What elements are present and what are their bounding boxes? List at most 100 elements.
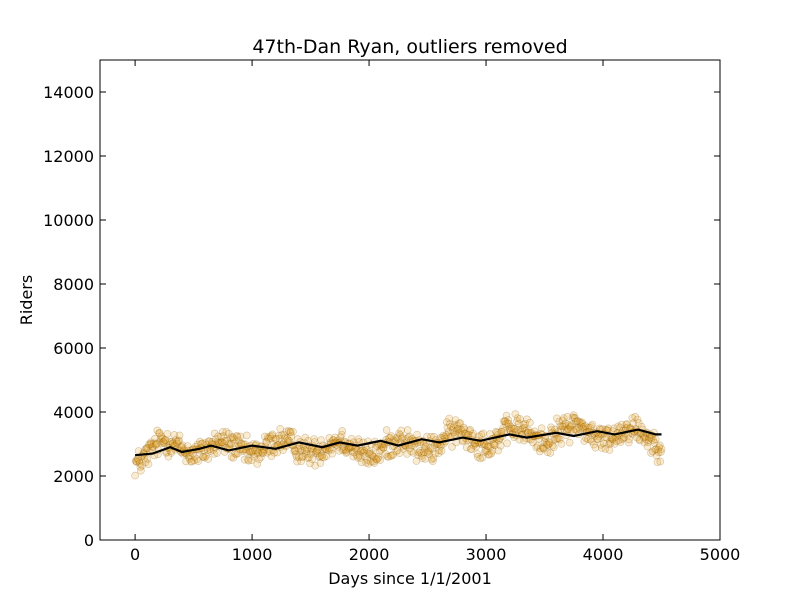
data-point [221, 436, 229, 445]
data-point [214, 439, 223, 447]
data-point [612, 437, 621, 446]
data-point [250, 452, 259, 461]
data-point [320, 453, 328, 462]
data-point [335, 446, 344, 455]
data-point [387, 432, 396, 440]
data-point [572, 417, 580, 426]
data-point [262, 437, 270, 446]
data-point [417, 449, 425, 457]
data-point [414, 451, 423, 459]
data-point [227, 453, 236, 461]
data-point [217, 432, 225, 441]
data-point [255, 455, 263, 464]
data-point [164, 452, 173, 461]
data-point [303, 454, 312, 462]
data-point [516, 426, 525, 434]
data-point [299, 452, 307, 461]
data-point [361, 452, 369, 461]
data-point [267, 452, 276, 461]
data-point [229, 433, 237, 442]
data-point [579, 424, 587, 433]
data-point [448, 443, 456, 451]
data-point [543, 448, 552, 457]
data-point [248, 446, 257, 455]
data-point [452, 426, 461, 435]
data-point [657, 448, 665, 456]
y-tick-label: 14000 [43, 83, 94, 102]
data-point [210, 449, 218, 458]
data-point [309, 447, 317, 456]
y-tick-label: 10000 [43, 211, 94, 230]
data-point [131, 471, 139, 480]
data-point [379, 443, 387, 452]
data-point [286, 428, 294, 436]
data-point [526, 418, 534, 427]
data-point [316, 459, 325, 467]
data-point [205, 437, 213, 446]
data-point [268, 431, 276, 440]
data-point [579, 423, 588, 431]
data-point [442, 418, 451, 426]
data-point [144, 444, 152, 452]
data-point [485, 442, 493, 451]
data-point [193, 440, 202, 449]
data-point [377, 445, 386, 454]
data-point [427, 455, 436, 464]
data-point [445, 420, 454, 428]
data-point [499, 424, 507, 432]
data-point [489, 440, 498, 449]
x-tick-label: 5000 [700, 545, 741, 564]
data-point [473, 450, 482, 458]
data-point [517, 428, 525, 436]
data-point [222, 427, 231, 436]
data-point [647, 434, 656, 443]
data-point [570, 413, 579, 422]
data-point [395, 449, 404, 458]
data-point [616, 423, 624, 432]
data-point [524, 426, 533, 435]
data-point [236, 432, 245, 441]
x-tick-label: 4000 [583, 545, 624, 564]
data-point [466, 445, 475, 453]
data-point [136, 463, 145, 471]
data-point [397, 434, 406, 443]
data-point [457, 425, 465, 434]
data-point [504, 419, 513, 428]
data-point [644, 436, 653, 445]
data-point [226, 434, 235, 443]
data-point [303, 445, 311, 453]
data-point [356, 454, 365, 462]
chart-title: 47th-Dan Ryan, outliers removed [252, 36, 567, 58]
data-point [504, 416, 513, 424]
data-point [521, 427, 530, 435]
data-point [311, 449, 320, 457]
data-point [234, 436, 243, 445]
data-point [331, 433, 339, 442]
data-point [275, 434, 284, 443]
data-point [655, 441, 664, 450]
data-point [486, 442, 495, 451]
data-point [448, 426, 457, 434]
data-point [565, 438, 574, 447]
data-point [200, 453, 209, 462]
data-point [160, 439, 169, 448]
data-point [426, 443, 435, 452]
data-point [325, 434, 334, 442]
data-point [593, 434, 602, 443]
data-point [481, 448, 489, 456]
y-tick-label: 0 [84, 531, 94, 550]
data-point [147, 438, 155, 447]
data-point [357, 458, 366, 467]
data-point [641, 433, 649, 441]
data-point [146, 440, 155, 449]
data-point [477, 430, 486, 439]
data-point [318, 453, 327, 461]
data-point [214, 432, 222, 441]
data-point [610, 424, 618, 433]
data-point [186, 451, 194, 460]
data-point [530, 427, 539, 436]
data-point [500, 417, 509, 426]
data-point [548, 441, 557, 450]
data-point [568, 420, 576, 429]
data-point [535, 447, 544, 456]
